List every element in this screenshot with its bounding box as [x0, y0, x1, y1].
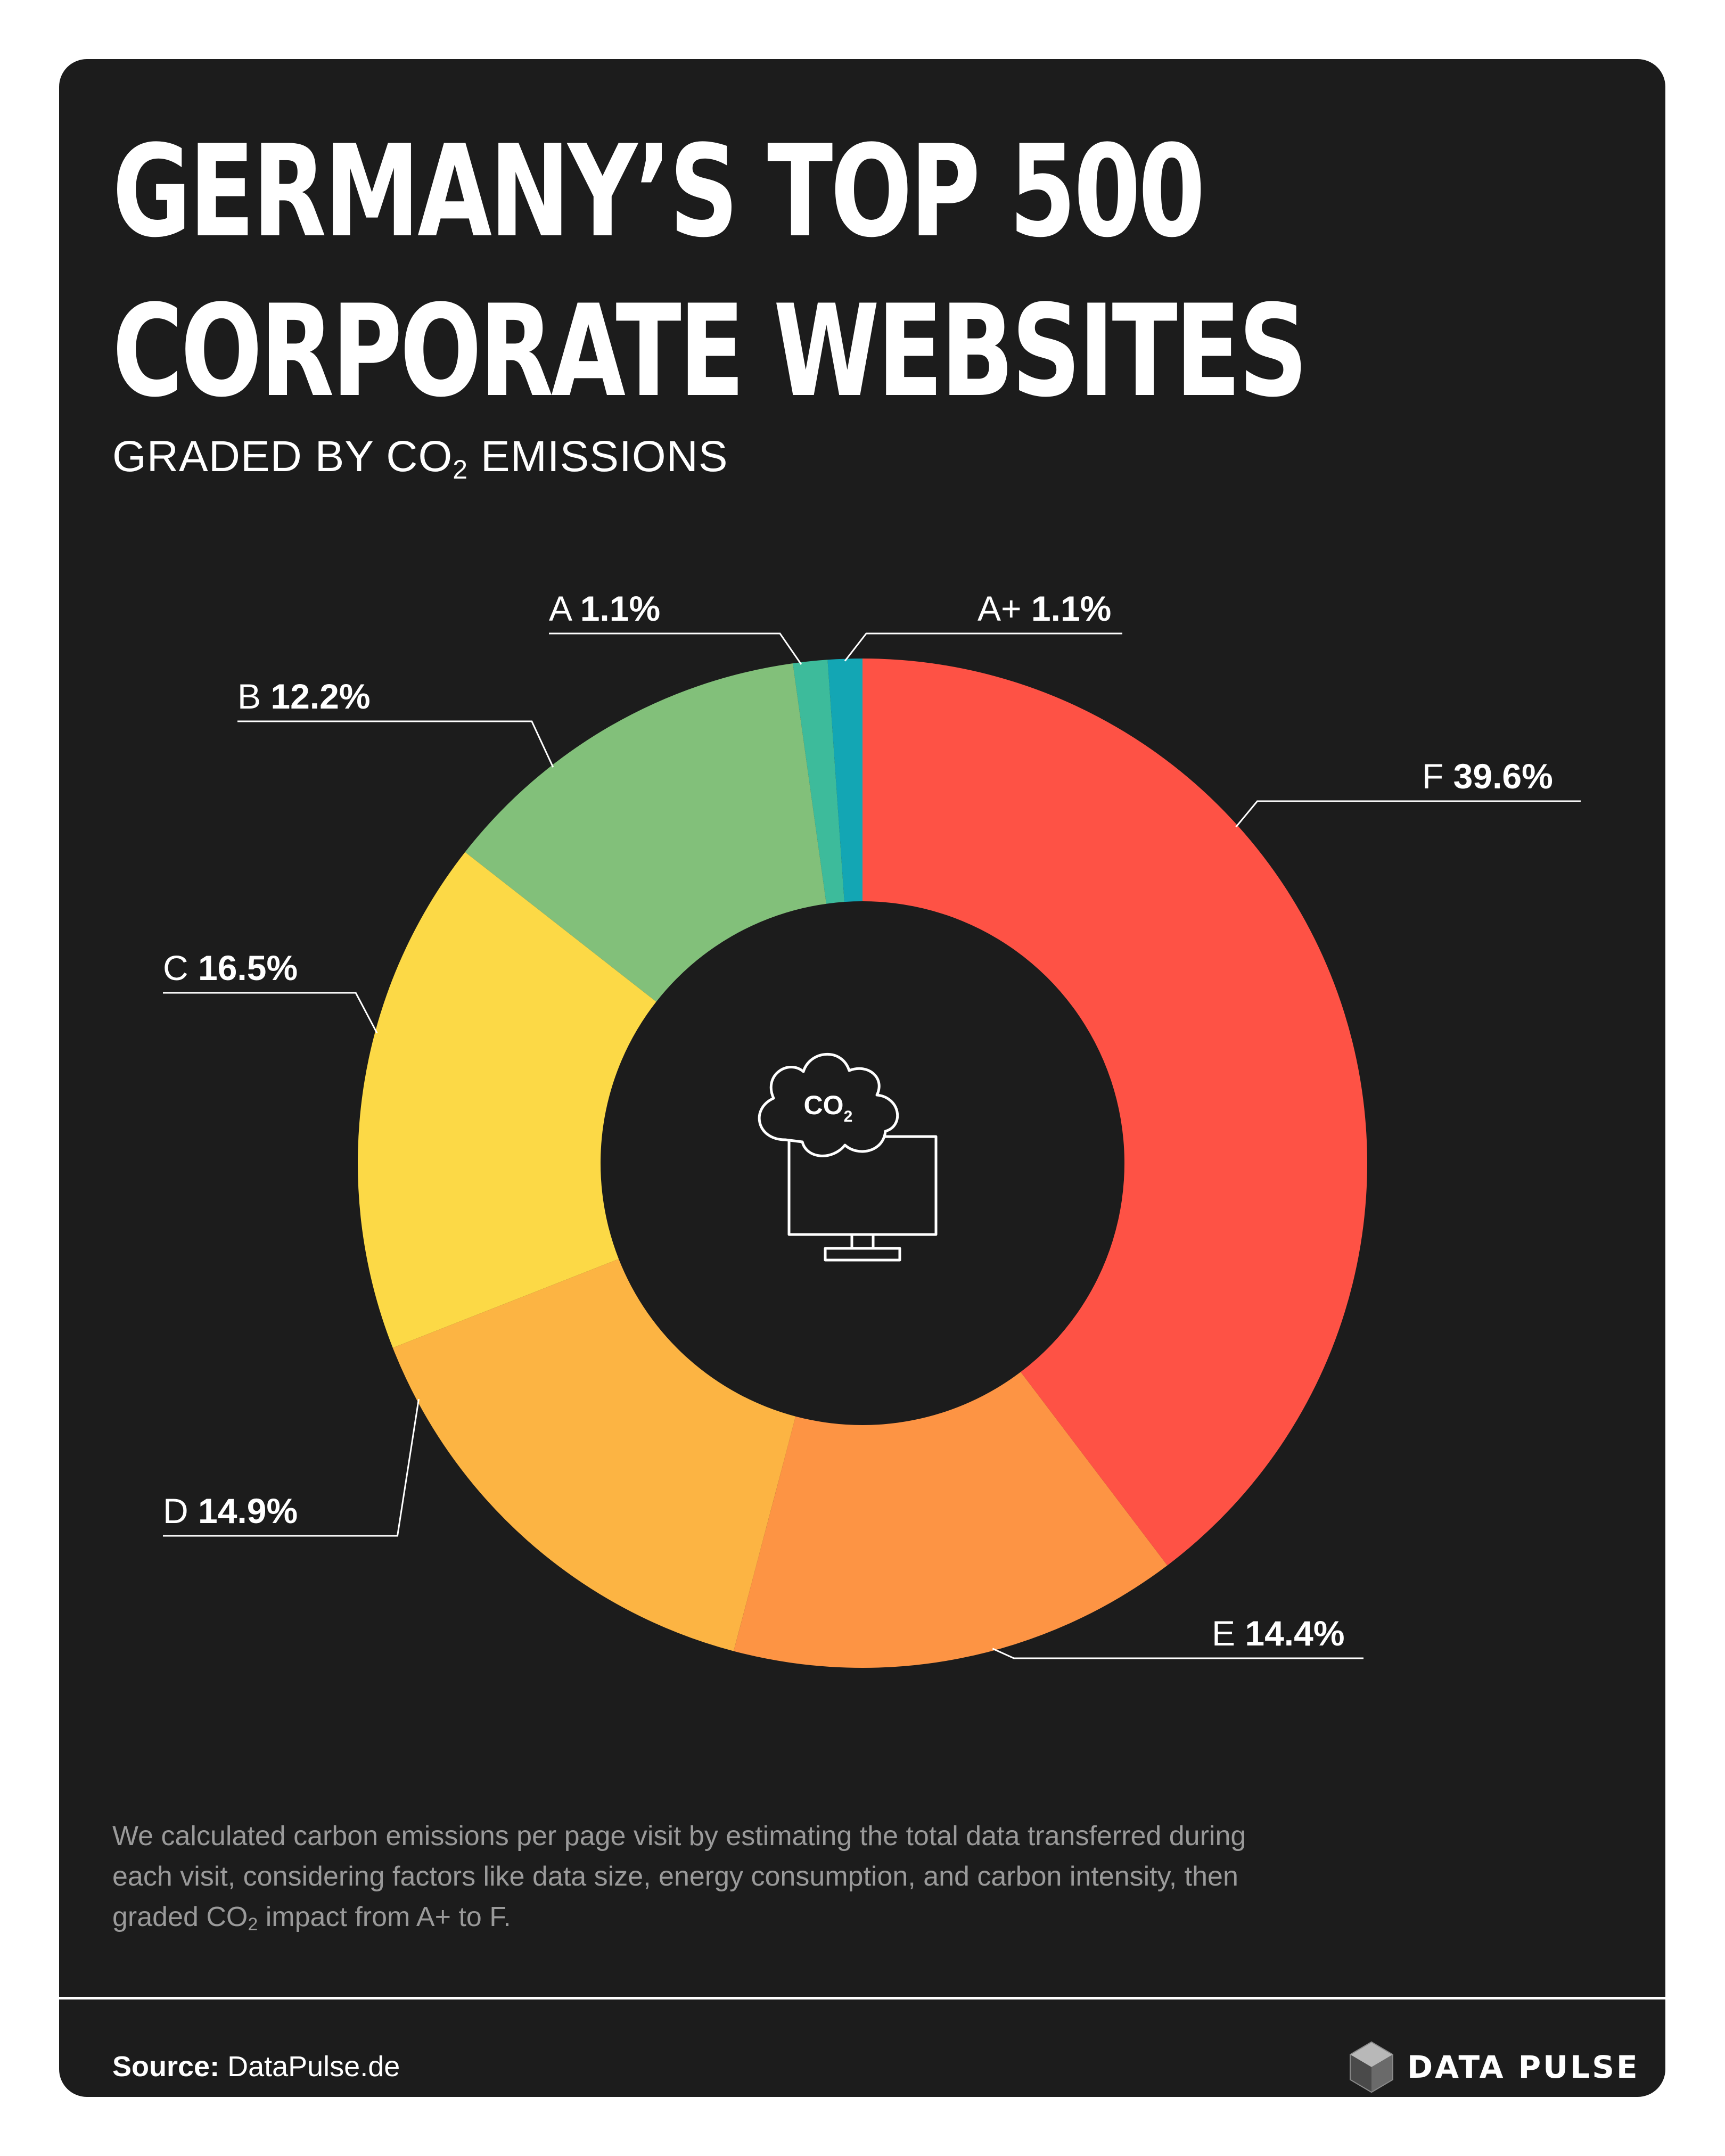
slice-value: 16.5% [198, 948, 298, 988]
slice-label-d: D 14.9% [163, 1491, 298, 1530]
subtitle-subscript: 2 [453, 455, 469, 484]
slice-b [465, 663, 827, 1002]
title-line-2: CORPORATE WEBSITES [112, 278, 1308, 425]
leader-line-e [992, 1648, 1363, 1659]
source-value: DataPulse.de [219, 2051, 400, 2083]
donut-slices [358, 659, 1367, 1668]
slice-value: 14.9% [198, 1491, 298, 1530]
slice-grade: B [237, 677, 270, 716]
slice-label-a: A 1.1% [549, 589, 660, 628]
leader-line-a-plus [844, 632, 1122, 662]
slice-value: 1.1% [580, 589, 660, 628]
infographic-card: GERMANY’S TOP 500 CORPORATE WEBSITES GRA… [59, 59, 1665, 2097]
source-credit: Source: DataPulse.de [112, 2050, 400, 2083]
slice-a-plus [827, 659, 862, 902]
slice-grade: C [163, 948, 198, 988]
brand-logo: DATA PULSE [1348, 2040, 1640, 2094]
slice-e [734, 1372, 1168, 1668]
slice-label-e: E 14.4% [1212, 1614, 1345, 1653]
note-text-post: impact from A+ to F. [258, 1902, 511, 1932]
page-title: GERMANY’S TOP 500 CORPORATE WEBSITES [112, 112, 1308, 432]
footer-divider [59, 1997, 1665, 1999]
subtitle-text-pre: GRADED BY CO [112, 432, 453, 481]
leader-line-d [163, 1398, 420, 1537]
slice-labels: A+ 1.1%A 1.1%B 12.2%C 16.5%D 14.9%E 14.4… [163, 589, 1553, 1653]
slice-label-c: C 16.5% [163, 948, 298, 988]
brand-name: DATA PULSE [1407, 2049, 1640, 2085]
slice-label-b: B 12.2% [237, 677, 371, 716]
slice-grade: A+ [978, 589, 1031, 628]
methodology-note: We calculated carbon emissions per page … [112, 1816, 1257, 1945]
page-subtitle: GRADED BY CO2 EMISSIONS [112, 432, 728, 485]
co2-icon-text: CO [804, 1090, 844, 1120]
slice-grade: A [549, 589, 580, 628]
note-subscript: 2 [248, 1914, 258, 1935]
label-leaders [163, 632, 1581, 1659]
source-label: Source: [112, 2051, 220, 2083]
slice-value: 1.1% [1031, 589, 1111, 628]
leader-line-b [237, 720, 554, 768]
subtitle-text-post: EMISSIONS [468, 432, 728, 481]
donut-chart: A+ 1.1%A 1.1%B 12.2%C 16.5%D 14.9%E 14.4… [163, 589, 1581, 1668]
note-text-pre: We calculated carbon emissions per page … [112, 1821, 1246, 1932]
slice-a [793, 660, 844, 904]
slice-label-f: F 39.6% [1422, 756, 1553, 796]
slice-grade: D [163, 1491, 198, 1530]
leader-line-f [1235, 800, 1581, 828]
slice-value: 39.6% [1453, 756, 1553, 796]
co2-cloud-monitor-icon: CO 2 [758, 1052, 938, 1262]
slice-grade: F [1422, 756, 1453, 796]
leader-line-c [163, 992, 378, 1034]
co2-icon-subscript: 2 [844, 1108, 853, 1125]
slice-value: 14.4% [1245, 1614, 1344, 1653]
datapulse-hexagon-icon [1350, 2041, 1393, 2093]
slice-value: 12.2% [270, 677, 370, 716]
leader-line-a [549, 632, 802, 665]
slice-grade: E [1212, 1614, 1245, 1653]
slice-f [862, 659, 1367, 1566]
slice-label-a-plus: A+ 1.1% [978, 589, 1111, 628]
slice-d [392, 1259, 796, 1651]
slice-c [358, 852, 656, 1348]
title-line-1: GERMANY’S TOP 500 [112, 118, 1205, 266]
